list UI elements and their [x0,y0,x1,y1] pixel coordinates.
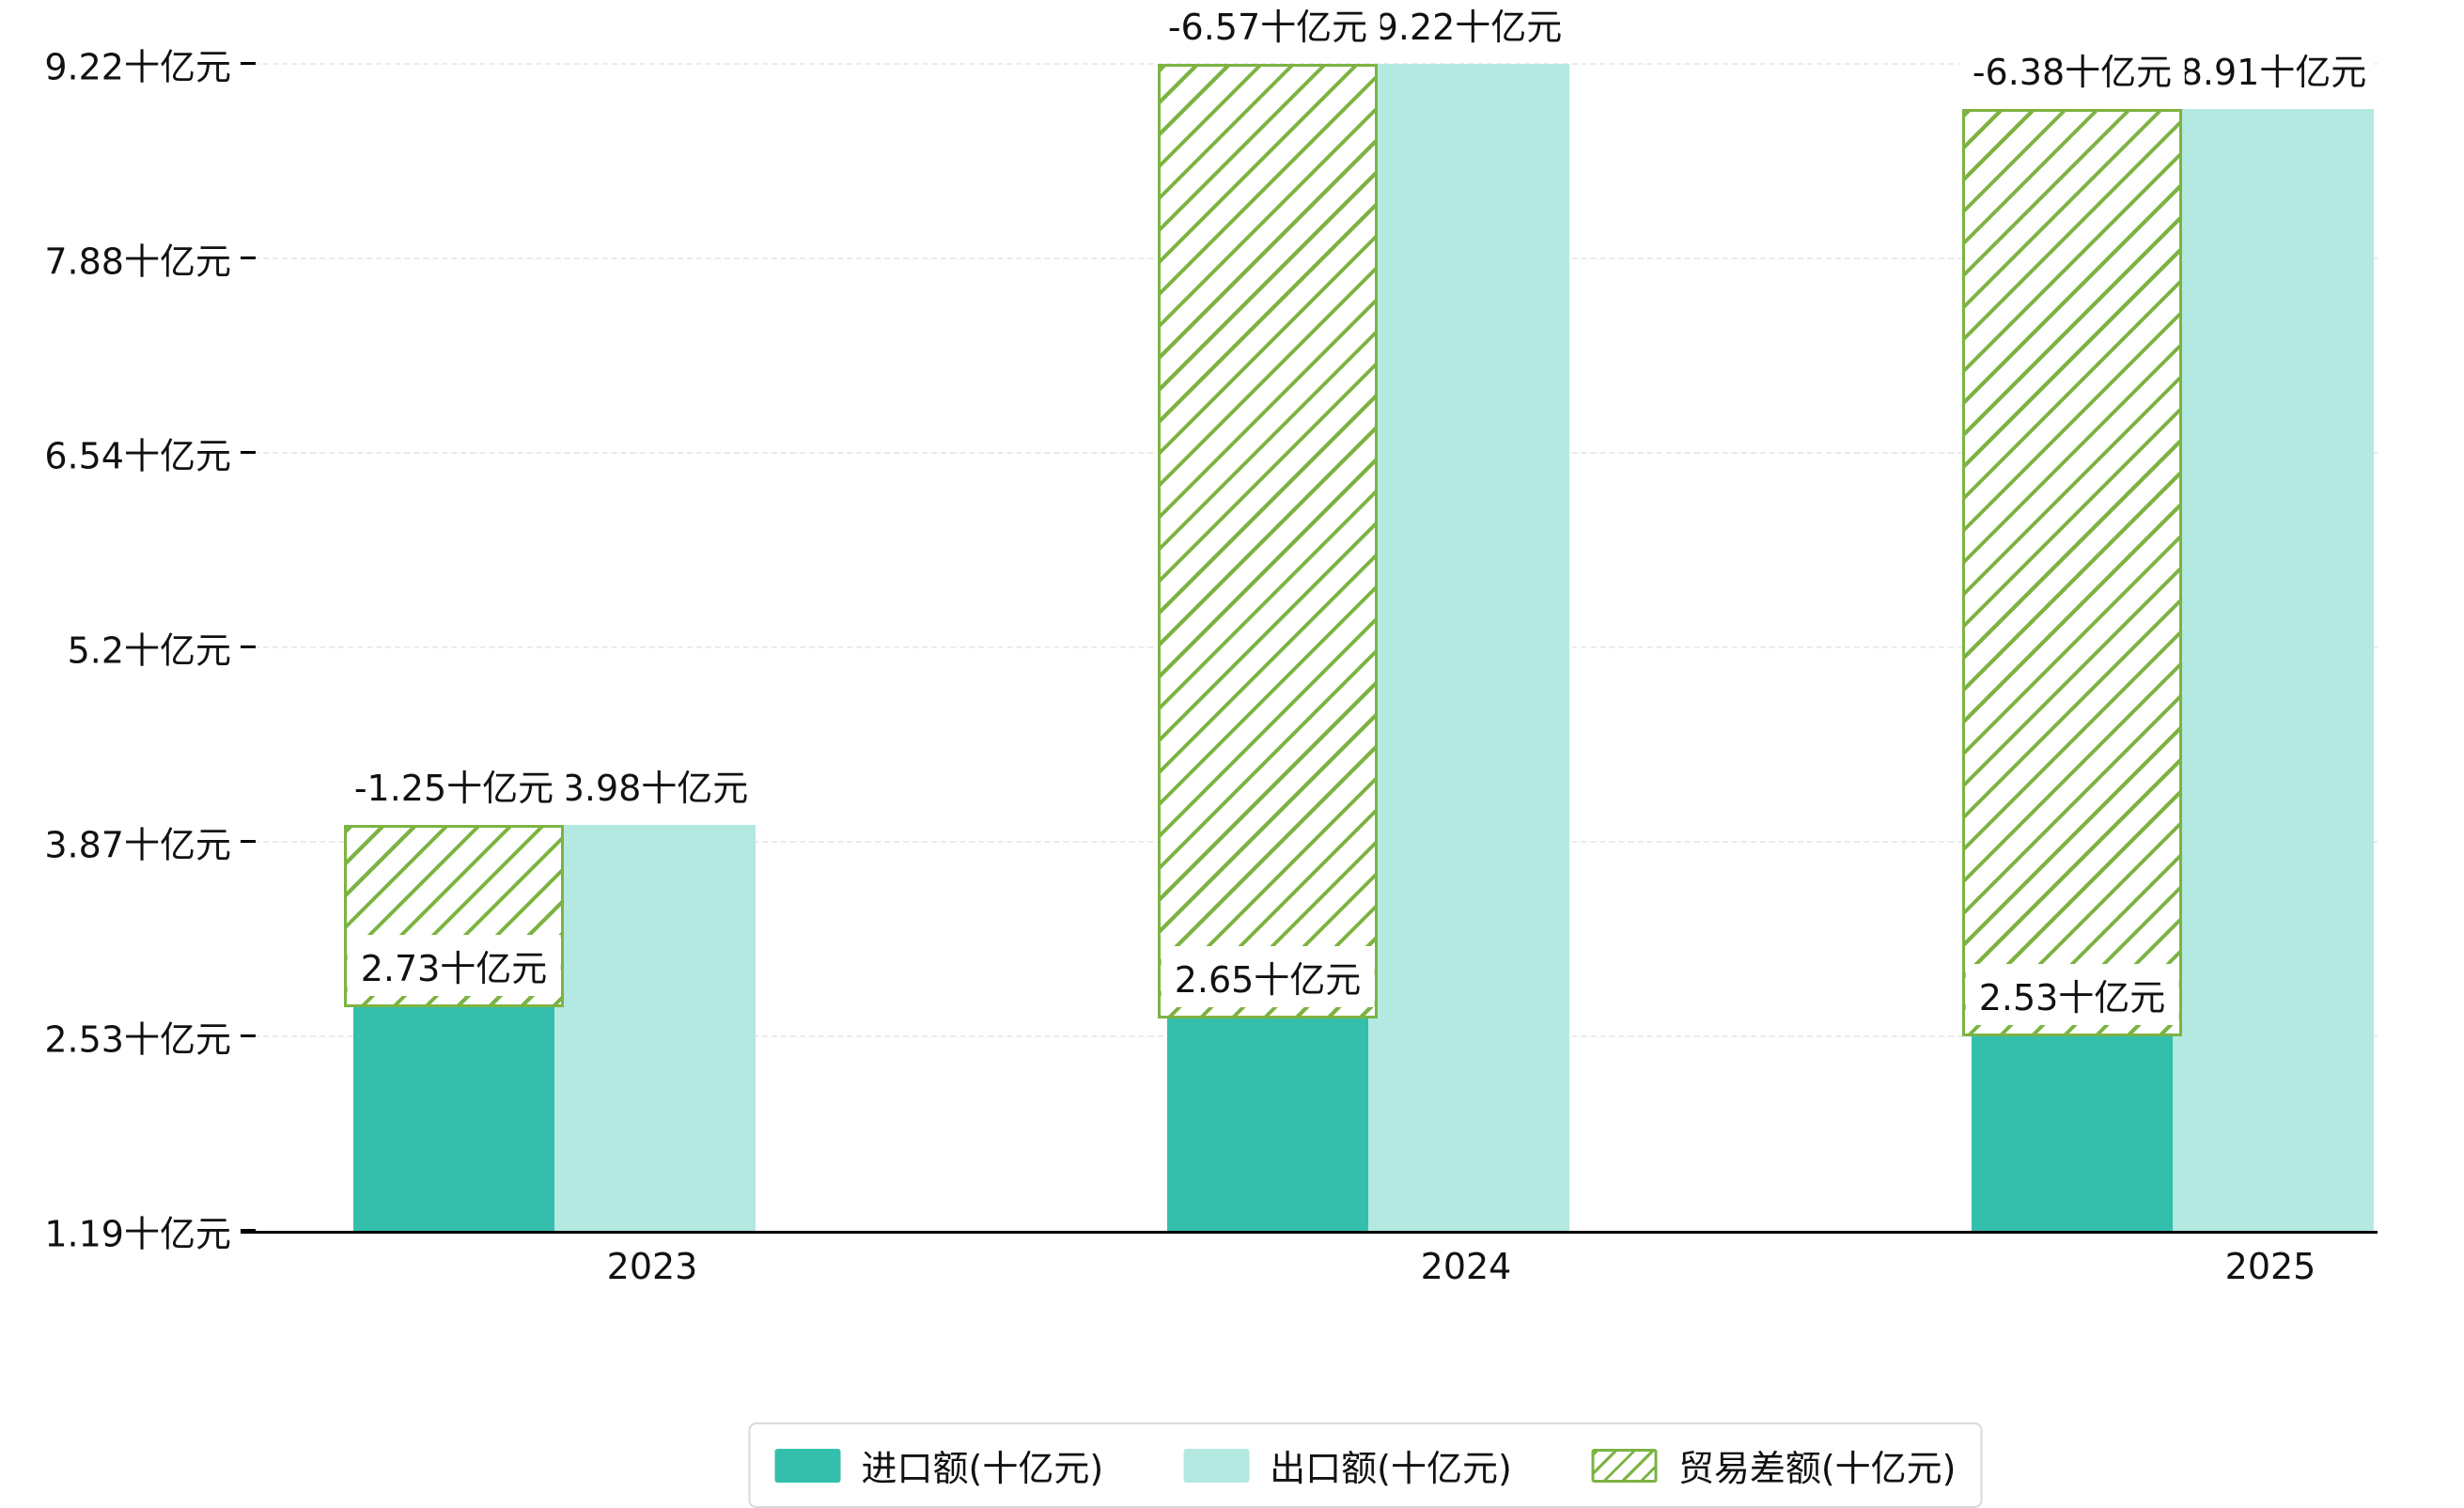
export-value-label: 8.91十亿元 [2172,38,2375,100]
export-bar-2025 [2173,108,2374,1231]
y-tick-mark [241,451,256,454]
legend-label-balance: 贸易差额(十亿元) [1677,1448,1957,1489]
x-axis-label-2025: 2025 [2224,1246,2316,1287]
export-value-label: 3.98十亿元 [554,754,756,816]
legend: 进口额(十亿元) 出口额(十亿元) 贸易差额(十亿元) [748,1422,1983,1508]
y-tick-mark [241,1229,256,1232]
balance-value-label: -6.38十亿元 [1958,38,2186,100]
balance-value-label: -1.25十亿元 [340,754,568,816]
x-axis-label-2023: 2023 [606,1246,698,1287]
y-tick-mark [241,257,256,259]
y-tick-mark [241,645,256,648]
y-tick-mark [241,1034,256,1037]
legend-label-export: 出口额(十亿元) [1270,1448,1512,1489]
x-axis-label-2024: 2024 [1420,1246,1512,1287]
y-axis-tick-label: 1.19十亿元 [44,1213,231,1255]
balance-value-label: -6.57十亿元 [1154,0,1381,54]
y-axis-tick-label: 9.22十亿元 [44,46,231,88]
y-axis-tick-label: 7.88十亿元 [44,241,231,283]
legend-item-export: 出口额(十亿元) [1183,1439,1512,1491]
y-axis-tick-label: 5.2十亿元 [67,630,231,672]
import-value-label: 2.65十亿元 [1161,946,1375,1008]
trade-balance-series-swatch [1591,1448,1658,1483]
import-bar-2024 [1167,1018,1368,1231]
legend-label-import: 进口额(十亿元) [861,1448,1104,1489]
export-value-label: 9.22十亿元 [1367,0,1570,54]
y-axis-tick-label: 2.53十亿元 [44,1018,231,1061]
export-bar-2023 [554,825,756,1231]
import-value-label: 2.53十亿元 [1965,963,2179,1025]
y-axis-tick-label: 6.54十亿元 [44,435,231,477]
y-tick-mark [241,840,256,843]
import-value-label: 2.73十亿元 [347,934,561,996]
import-bar-2025 [1972,1035,2173,1231]
trade-balance-bar-2025 [1962,108,2182,1036]
export-series-swatch [1183,1448,1250,1483]
import-bar-2023 [353,1006,554,1231]
export-bar-2024 [1368,64,1569,1231]
import-series-swatch [774,1448,841,1483]
legend-item-balance: 贸易差额(十亿元) [1591,1439,1957,1491]
x-axis-line [241,1231,2378,1234]
legend-item-import: 进口额(十亿元) [774,1439,1104,1491]
y-tick-mark [241,62,256,65]
trade-balance-bar-2024 [1158,64,1378,1019]
y-axis-tick-label: 3.87十亿元 [44,824,231,866]
